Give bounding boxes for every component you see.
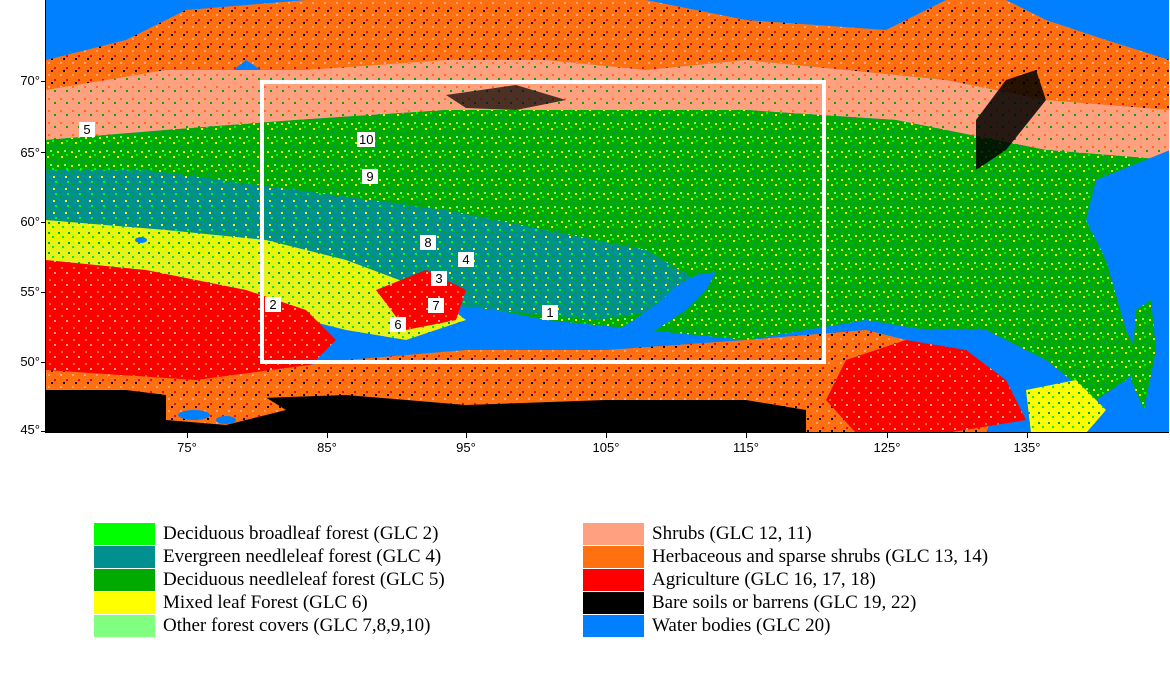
legend-label: Agriculture (GLC 16, 17, 18) xyxy=(652,569,876,590)
site-label-6: 6 xyxy=(390,317,406,332)
legend-label: Deciduous broadleaf forest (GLC 2) xyxy=(163,523,439,544)
x-tick-85 xyxy=(327,433,328,438)
legend-swatch xyxy=(94,546,155,568)
x-axis-label-85: 85° xyxy=(317,440,337,455)
study-area-box xyxy=(260,80,826,364)
y-tick-65 xyxy=(41,152,46,153)
legend-item-mixed-leaf: Mixed leaf Forest (GLC 6) xyxy=(94,592,368,614)
y-axis-label-50: 50° xyxy=(20,354,40,369)
legend-swatch xyxy=(583,546,644,568)
legend-label: Evergreen needleleaf forest (GLC 4) xyxy=(163,546,442,567)
site-label-1: 1 xyxy=(542,305,558,320)
x-axis-label-75: 75° xyxy=(177,440,197,455)
y-axis-label-65: 65° xyxy=(20,145,40,160)
legend-item-evergreen-needleleaf: Evergreen needleleaf forest (GLC 4) xyxy=(94,546,441,568)
legend-label: Herbaceous and sparse shrubs (GLC 13, 14… xyxy=(652,546,989,567)
legend-item-bare-soils: Bare soils or barrens (GLC 19, 22) xyxy=(583,592,916,614)
x-tick-95 xyxy=(466,433,467,438)
site-label-8: 8 xyxy=(420,235,436,250)
site-label-10: 10 xyxy=(357,132,376,147)
legend-swatch xyxy=(583,592,644,614)
y-axis-label-45: 45° xyxy=(20,422,40,437)
legend-item-deciduous-needleleaf: Deciduous needleleaf forest (GLC 5) xyxy=(94,569,445,591)
x-tick-115 xyxy=(746,433,747,438)
y-tick-50 xyxy=(41,362,46,363)
site-label-5: 5 xyxy=(79,122,95,137)
site-label-9: 9 xyxy=(362,169,378,184)
site-label-2: 2 xyxy=(265,297,281,312)
y-tick-55 xyxy=(41,292,46,293)
legend-swatch xyxy=(583,523,644,545)
legend-swatch xyxy=(94,592,155,614)
x-tick-125 xyxy=(887,433,888,438)
x-axis-label-135: 135° xyxy=(1013,440,1041,455)
y-tick-70 xyxy=(41,81,46,82)
legend-label: Deciduous needleleaf forest (GLC 5) xyxy=(163,569,445,590)
y-axis-label-55: 55° xyxy=(20,284,40,299)
site-label-3: 3 xyxy=(431,271,447,286)
legend-label: Bare soils or barrens (GLC 19, 22) xyxy=(652,592,917,613)
x-axis-label-115: 115° xyxy=(733,440,759,455)
legend-item-other-forest: Other forest covers (GLC 7,8,9,10) xyxy=(94,615,431,637)
legend-label: Water bodies (GLC 20) xyxy=(652,615,831,636)
y-axis-label-70: 70° xyxy=(20,73,40,88)
legend-swatch xyxy=(94,569,155,591)
land-cover-map-image xyxy=(46,0,1169,432)
legend-swatch xyxy=(94,615,155,637)
x-axis-label-105: 105° xyxy=(592,440,620,455)
x-axis-label-95: 95° xyxy=(456,440,476,455)
y-axis-label-60: 60° xyxy=(20,214,40,229)
legend-item-shrubs: Shrubs (GLC 12, 11) xyxy=(583,523,812,545)
legend-swatch xyxy=(94,523,155,545)
legend-label: Shrubs (GLC 12, 11) xyxy=(652,523,812,544)
x-tick-75 xyxy=(187,433,188,438)
x-axis-label-125: 125° xyxy=(873,440,901,455)
y-tick-60 xyxy=(41,222,46,223)
x-tick-135 xyxy=(1027,433,1028,438)
legend-label: Mixed leaf Forest (GLC 6) xyxy=(163,592,368,613)
land-cover-map xyxy=(45,0,1169,433)
legend-swatch xyxy=(583,615,644,637)
x-tick-105 xyxy=(606,433,607,438)
legend-label: Other forest covers (GLC 7,8,9,10) xyxy=(163,615,431,636)
legend-swatch xyxy=(583,569,644,591)
legend-item-deciduous-broadleaf: Deciduous broadleaf forest (GLC 2) xyxy=(94,523,438,545)
site-label-7: 7 xyxy=(428,298,444,313)
y-tick-45 xyxy=(41,431,46,432)
site-label-4: 4 xyxy=(458,252,474,267)
legend-item-herbaceous: Herbaceous and sparse shrubs (GLC 13, 14… xyxy=(583,546,988,568)
legend-item-agriculture: Agriculture (GLC 16, 17, 18) xyxy=(583,569,876,591)
legend-item-water: Water bodies (GLC 20) xyxy=(583,615,830,637)
